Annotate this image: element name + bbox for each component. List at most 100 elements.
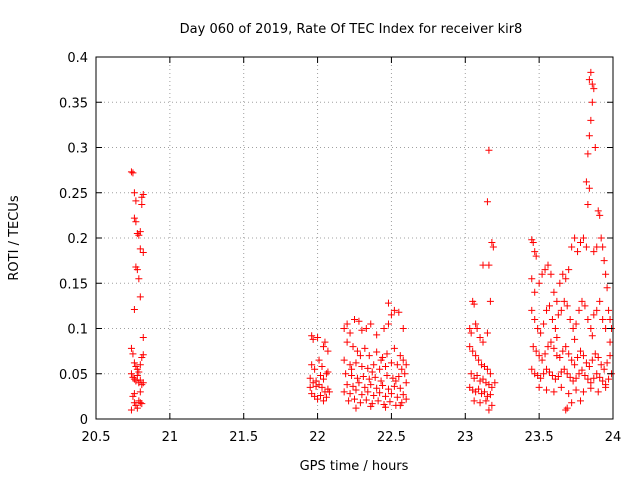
data-point bbox=[588, 332, 596, 340]
data-point bbox=[531, 288, 539, 296]
data-points bbox=[127, 68, 616, 414]
data-point bbox=[596, 297, 604, 305]
y-tick-label: 0.35 bbox=[59, 96, 88, 111]
data-point bbox=[531, 370, 539, 378]
data-point bbox=[343, 338, 351, 346]
grid-lines bbox=[96, 57, 613, 419]
data-point bbox=[470, 300, 478, 308]
data-point bbox=[319, 375, 327, 383]
data-point bbox=[383, 350, 391, 358]
data-point bbox=[136, 245, 144, 253]
data-point bbox=[130, 359, 138, 367]
data-point bbox=[535, 352, 543, 360]
data-point bbox=[531, 315, 539, 323]
data-point bbox=[311, 365, 319, 373]
data-point bbox=[584, 315, 592, 323]
data-point bbox=[373, 331, 381, 339]
data-point bbox=[603, 284, 611, 292]
data-point bbox=[590, 85, 598, 93]
data-point bbox=[127, 370, 135, 378]
data-point bbox=[485, 146, 493, 154]
data-point bbox=[565, 350, 573, 358]
data-point bbox=[572, 320, 580, 328]
data-point bbox=[574, 248, 582, 256]
data-point bbox=[557, 306, 565, 314]
data-point bbox=[384, 385, 392, 393]
data-point bbox=[584, 375, 592, 383]
data-point bbox=[377, 356, 385, 364]
data-point bbox=[537, 374, 545, 382]
data-point bbox=[528, 365, 536, 373]
y-tick-label: 0.1 bbox=[67, 323, 88, 338]
data-point bbox=[585, 363, 593, 371]
data-point bbox=[488, 239, 496, 247]
data-point bbox=[324, 347, 332, 355]
data-point bbox=[365, 375, 373, 383]
data-point bbox=[537, 329, 545, 337]
data-point bbox=[482, 397, 490, 405]
data-point bbox=[606, 338, 614, 346]
data-point bbox=[306, 374, 314, 382]
data-point bbox=[346, 390, 354, 398]
data-point bbox=[473, 372, 481, 380]
data-point bbox=[390, 344, 398, 352]
y-tick-label: 0.4 bbox=[67, 51, 88, 66]
data-point bbox=[577, 239, 585, 247]
data-point bbox=[342, 370, 350, 378]
data-point bbox=[393, 393, 401, 401]
data-point bbox=[529, 239, 537, 247]
data-point bbox=[585, 76, 593, 84]
data-point bbox=[600, 257, 608, 265]
data-point bbox=[541, 266, 549, 274]
data-point bbox=[355, 379, 363, 387]
data-point bbox=[563, 404, 571, 412]
data-point bbox=[469, 347, 477, 355]
data-point bbox=[606, 352, 614, 360]
data-point bbox=[322, 393, 330, 401]
data-point bbox=[364, 364, 372, 372]
data-point bbox=[597, 234, 605, 242]
chart-title: Day 060 of 2019, Rate Of TEC Index for r… bbox=[180, 22, 523, 37]
y-tick-label: 0.15 bbox=[59, 277, 88, 292]
data-point bbox=[343, 320, 351, 328]
x-tick-label: 21.5 bbox=[229, 430, 258, 445]
data-point bbox=[364, 388, 372, 396]
data-point bbox=[579, 352, 587, 360]
data-point bbox=[309, 335, 317, 343]
y-tick-label: 0.05 bbox=[59, 368, 88, 383]
data-point bbox=[566, 315, 574, 323]
data-point bbox=[548, 372, 556, 380]
data-point bbox=[551, 325, 559, 332]
data-point bbox=[590, 374, 598, 382]
data-point bbox=[543, 386, 551, 394]
data-point bbox=[133, 404, 141, 412]
data-point bbox=[139, 334, 147, 342]
data-point bbox=[563, 370, 571, 378]
data-point bbox=[399, 356, 407, 364]
data-point bbox=[486, 370, 494, 378]
data-point bbox=[396, 401, 404, 409]
data-point bbox=[349, 343, 357, 351]
data-point bbox=[133, 372, 141, 380]
data-point bbox=[591, 144, 599, 151]
data-point bbox=[544, 343, 552, 351]
data-point bbox=[538, 270, 546, 278]
data-point bbox=[554, 311, 562, 319]
data-point bbox=[133, 229, 141, 237]
data-point bbox=[602, 383, 610, 391]
data-point bbox=[486, 391, 494, 399]
data-point bbox=[538, 356, 546, 364]
data-point bbox=[528, 306, 536, 314]
data-point bbox=[562, 343, 570, 351]
data-point bbox=[482, 379, 490, 387]
data-point bbox=[480, 388, 488, 396]
data-point bbox=[540, 370, 548, 378]
data-point bbox=[483, 198, 491, 206]
x-tick-label: 23.5 bbox=[525, 430, 554, 445]
data-point bbox=[605, 375, 613, 383]
data-point bbox=[340, 388, 348, 396]
data-point bbox=[483, 365, 491, 373]
data-point bbox=[565, 266, 573, 274]
data-point bbox=[593, 370, 601, 378]
data-point bbox=[532, 252, 540, 260]
